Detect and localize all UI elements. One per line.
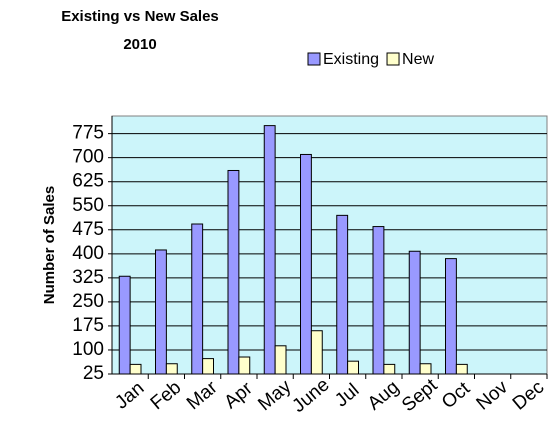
bar	[408, 250, 421, 375]
legend-swatch	[307, 52, 321, 66]
x-tick-label: Dec	[509, 377, 548, 415]
y-tick-label: 100	[72, 339, 104, 360]
bar	[347, 360, 359, 375]
bar	[238, 356, 251, 375]
y-tick-label: 625	[72, 171, 104, 192]
bar	[227, 169, 240, 375]
bar	[191, 223, 204, 375]
bar	[300, 153, 312, 375]
bar	[336, 214, 349, 375]
legend-label: Existing	[323, 51, 379, 68]
x-tick-label: June	[289, 374, 334, 417]
bar	[263, 125, 276, 375]
x-tick-label: Oct	[438, 378, 475, 414]
y-tick-label: 475	[72, 219, 104, 240]
y-tick-label: 25	[83, 363, 104, 384]
bar	[274, 345, 287, 375]
y-tick-label: 775	[72, 123, 104, 144]
x-tick-label: Aug	[364, 377, 403, 415]
y-tick-label: 550	[72, 195, 104, 216]
legend-label: New	[402, 51, 434, 68]
bar	[310, 330, 323, 375]
x-tick-label: Nov	[473, 376, 513, 414]
bar	[129, 363, 142, 375]
x-tick-label: Jan	[111, 378, 148, 414]
y-tick-label: 325	[72, 267, 104, 288]
bar	[383, 363, 396, 375]
bar	[165, 363, 178, 375]
y-tick-label: 400	[72, 243, 104, 264]
bar	[419, 363, 432, 375]
x-tick-label: Apr	[220, 378, 257, 414]
y-tick-label: 700	[72, 147, 104, 168]
x-tick-label: Mar	[183, 377, 222, 415]
bar	[155, 249, 167, 375]
bar	[202, 358, 214, 375]
chart-subtitle: 2010	[123, 36, 156, 53]
bar	[455, 363, 468, 375]
bar	[445, 258, 457, 375]
y-tick-label: 175	[72, 315, 104, 336]
y-axis-label: Number of Sales	[41, 186, 58, 304]
plot-area	[111, 115, 548, 375]
x-tick-label: Sept	[398, 375, 442, 417]
x-tick-label: May	[254, 376, 295, 415]
bar	[372, 226, 385, 375]
chart-title: Existing vs New Sales	[61, 8, 219, 25]
x-tick-label: Jul	[331, 380, 363, 412]
legend-swatch	[386, 52, 400, 66]
bar	[118, 275, 131, 375]
x-tick-label: Feb	[147, 377, 186, 414]
y-tick-label: 250	[72, 291, 104, 312]
